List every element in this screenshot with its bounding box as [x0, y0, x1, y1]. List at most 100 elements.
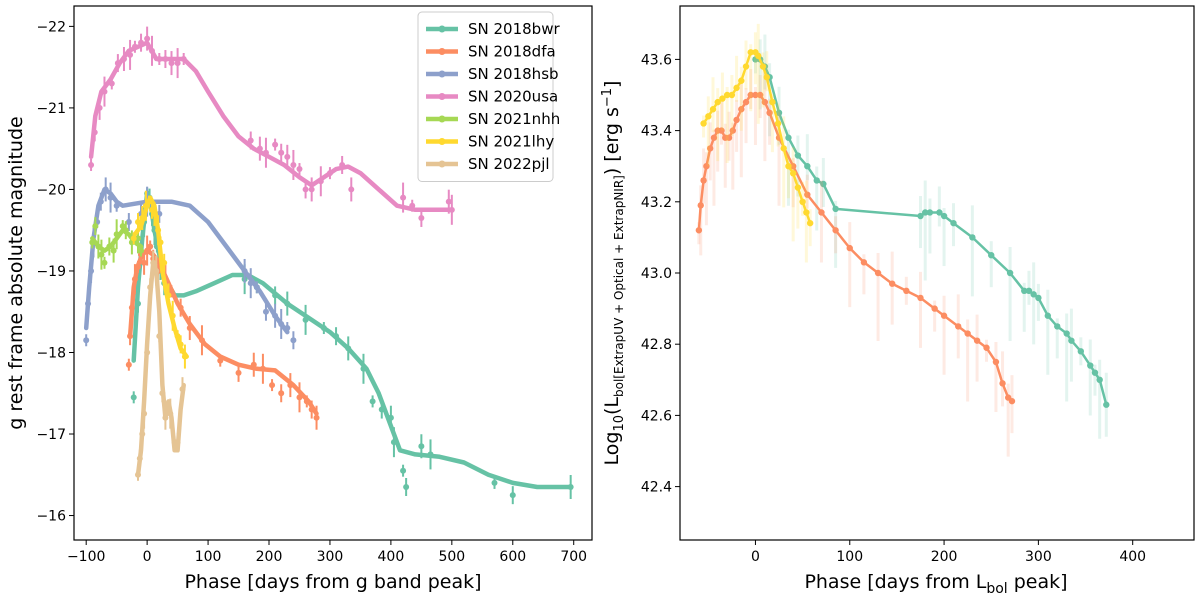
left-xtick-label: 700	[560, 549, 587, 565]
data-point	[174, 439, 181, 446]
legend-marker	[438, 115, 446, 123]
series-sn-2020usa	[88, 26, 455, 227]
data-point	[448, 206, 455, 213]
data-point	[804, 163, 811, 170]
data-point	[775, 109, 783, 117]
data-point	[345, 345, 352, 352]
right-xtick-label: 0	[751, 549, 760, 565]
legend-marker	[438, 25, 446, 33]
data-point	[106, 243, 113, 250]
data-point	[88, 161, 95, 168]
data-point	[142, 202, 149, 209]
data-point	[149, 47, 156, 54]
left-axes-frame	[73, 5, 593, 541]
legend-marker	[438, 160, 446, 168]
data-point	[706, 145, 714, 152]
data-point	[785, 163, 792, 170]
data-point	[141, 410, 148, 417]
data-point	[278, 149, 285, 156]
data-point	[138, 247, 145, 254]
data-point	[139, 431, 146, 438]
data-point	[113, 231, 120, 238]
data-point	[141, 259, 148, 266]
legend-label: SN 2020usa	[468, 88, 558, 106]
series-sn-2018bwr	[752, 34, 1110, 439]
left-ytick-label: −21	[36, 101, 66, 117]
data-point	[400, 467, 407, 474]
data-point	[250, 361, 257, 368]
data-point	[162, 55, 169, 62]
data-point	[290, 337, 297, 344]
left-xtick-label: 500	[438, 549, 465, 565]
data-point	[714, 98, 721, 106]
data-point	[278, 320, 285, 327]
data-point	[88, 267, 95, 274]
data-point	[718, 127, 725, 134]
data-point	[259, 365, 266, 372]
left-panel: −100 0 100 200 300 400 500 600 700 −22 −21 −20 −19 −1…	[5, 5, 593, 593]
data-point	[755, 52, 762, 60]
data-point	[889, 280, 896, 287]
data-point	[168, 60, 175, 67]
data-point	[567, 484, 574, 491]
ylabel-part-exp: −1	[600, 88, 615, 107]
data-point	[409, 202, 416, 209]
data-point	[98, 251, 105, 258]
data-point	[287, 382, 294, 389]
data-point	[973, 337, 981, 344]
data-point	[91, 129, 98, 136]
data-point	[144, 247, 151, 254]
data-point	[134, 219, 141, 226]
data-point	[278, 390, 285, 397]
data-point	[174, 333, 181, 340]
data-point	[1006, 269, 1014, 277]
data-point	[320, 325, 327, 332]
left-ytick-label: −17	[36, 427, 66, 443]
data-point	[832, 227, 839, 234]
series-sn-2021lhy	[130, 190, 189, 369]
data-point	[1091, 369, 1099, 376]
data-point	[85, 300, 92, 307]
series-sn-2021lhy	[700, 23, 814, 263]
data-point	[700, 120, 707, 127]
ylabel-part-unit: ) [erg s	[601, 107, 623, 175]
data-point	[303, 398, 310, 405]
data-point	[308, 406, 315, 413]
left-ytick-label: −20	[36, 182, 66, 198]
legend-marker	[438, 70, 446, 78]
data-point	[387, 414, 394, 421]
data-point	[763, 74, 770, 81]
data-point	[247, 280, 254, 287]
data-point	[317, 178, 324, 185]
data-point	[235, 369, 242, 376]
data-point	[131, 43, 138, 50]
data-point	[217, 357, 224, 364]
data-point	[728, 91, 736, 99]
legend-label: SN 2022pjl	[468, 155, 550, 173]
data-point	[177, 341, 184, 348]
legend-entry: SN 2022pjl	[426, 155, 550, 173]
data-point	[705, 113, 712, 120]
legend-entry: SN 2020usa	[426, 88, 558, 106]
data-point	[156, 333, 163, 340]
data-point	[418, 214, 425, 221]
data-point	[723, 91, 731, 99]
data-point	[747, 91, 754, 99]
right-xtick-label: 300	[1025, 549, 1052, 565]
data-point	[756, 91, 764, 99]
legend-entry: SN 2018hsb	[426, 65, 559, 83]
data-point	[169, 312, 176, 319]
data-point	[794, 184, 802, 191]
legend-marker	[438, 48, 446, 55]
data-point	[1103, 401, 1110, 408]
legend-marker	[438, 138, 446, 145]
right-ytick-label: 42.4	[641, 480, 672, 496]
data-point	[774, 120, 782, 127]
data-point	[272, 312, 279, 319]
left-ytick-label: −18	[36, 345, 66, 361]
data-point	[157, 239, 164, 246]
legend-label: SN 2018bwr	[468, 20, 560, 38]
left-xtick-label: 400	[378, 549, 405, 565]
ylabel-part-close: ]	[601, 81, 623, 88]
right-x-label-main: Phase [days from L	[804, 571, 986, 593]
